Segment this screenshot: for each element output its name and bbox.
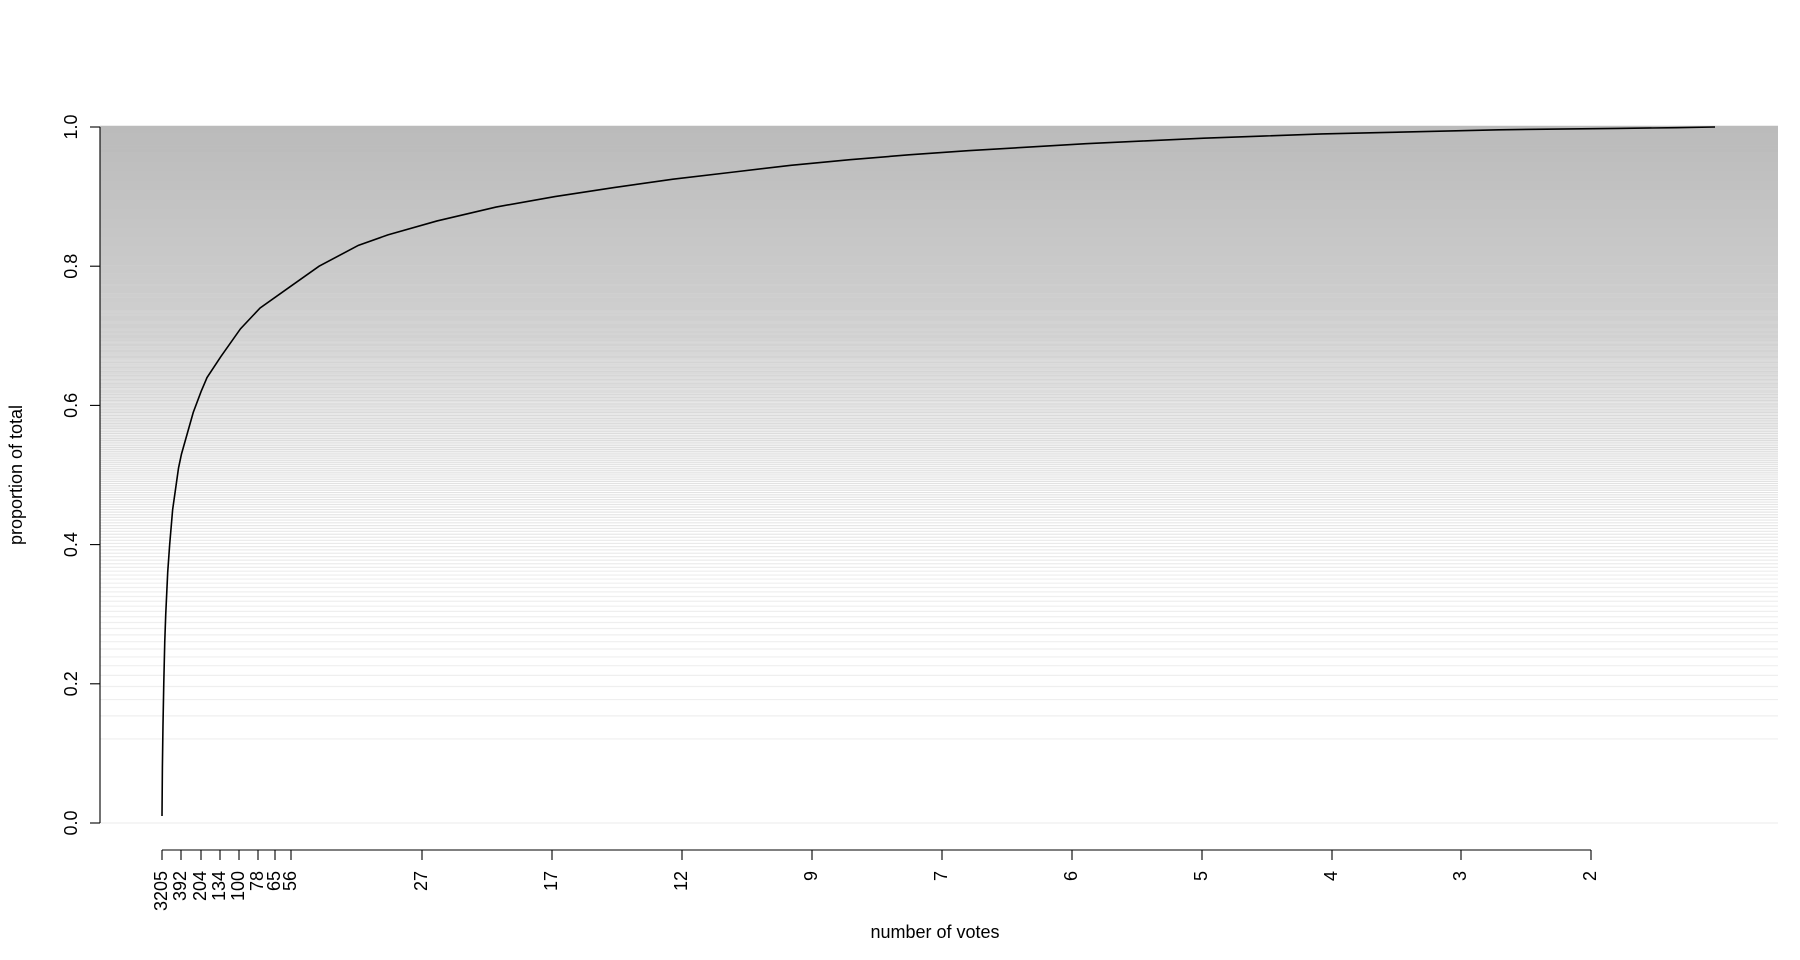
x-tick-label: 4 — [1321, 871, 1341, 881]
y-tick-label: 0.0 — [61, 810, 81, 835]
background-gradient-lines — [100, 125, 1778, 824]
cumulative-proportion-curve — [161, 126, 1716, 817]
y-tick-label: 0.4 — [61, 532, 81, 557]
x-tick-label: 78 — [247, 871, 267, 891]
y-tick-label: 0.8 — [61, 254, 81, 279]
y-tick-label: 1.0 — [61, 114, 81, 139]
x-tick-label: 9 — [801, 871, 821, 881]
x-tick-label: 56 — [280, 871, 300, 891]
x-tick-label: 6 — [1061, 871, 1081, 881]
x-tick-label: 134 — [209, 871, 229, 901]
y-axis-title: proportion of total — [6, 405, 26, 545]
y-tick-label: 0.6 — [61, 393, 81, 418]
x-axis-title: number of votes — [870, 922, 999, 942]
x-tick-label: 3205 — [151, 871, 171, 911]
x-tick-label: 7 — [931, 871, 951, 881]
x-tick-label: 204 — [190, 871, 210, 901]
x-tick-label: 3 — [1450, 871, 1470, 881]
x-tick-label: 392 — [170, 871, 190, 901]
y-tick-label: 0.2 — [61, 671, 81, 696]
x-tick-label: 12 — [671, 871, 691, 891]
x-tick-label: 17 — [541, 871, 561, 891]
x-tick-label: 27 — [411, 871, 431, 891]
x-tick-label: 2 — [1580, 871, 1600, 881]
y-axis-ticks: 0.0 0.2 0.4 0.6 0.8 1.0 — [61, 114, 100, 836]
x-tick-label: 65 — [264, 871, 284, 891]
x-tick-label: 5 — [1191, 871, 1211, 881]
x-tick-label: 100 — [228, 871, 248, 901]
